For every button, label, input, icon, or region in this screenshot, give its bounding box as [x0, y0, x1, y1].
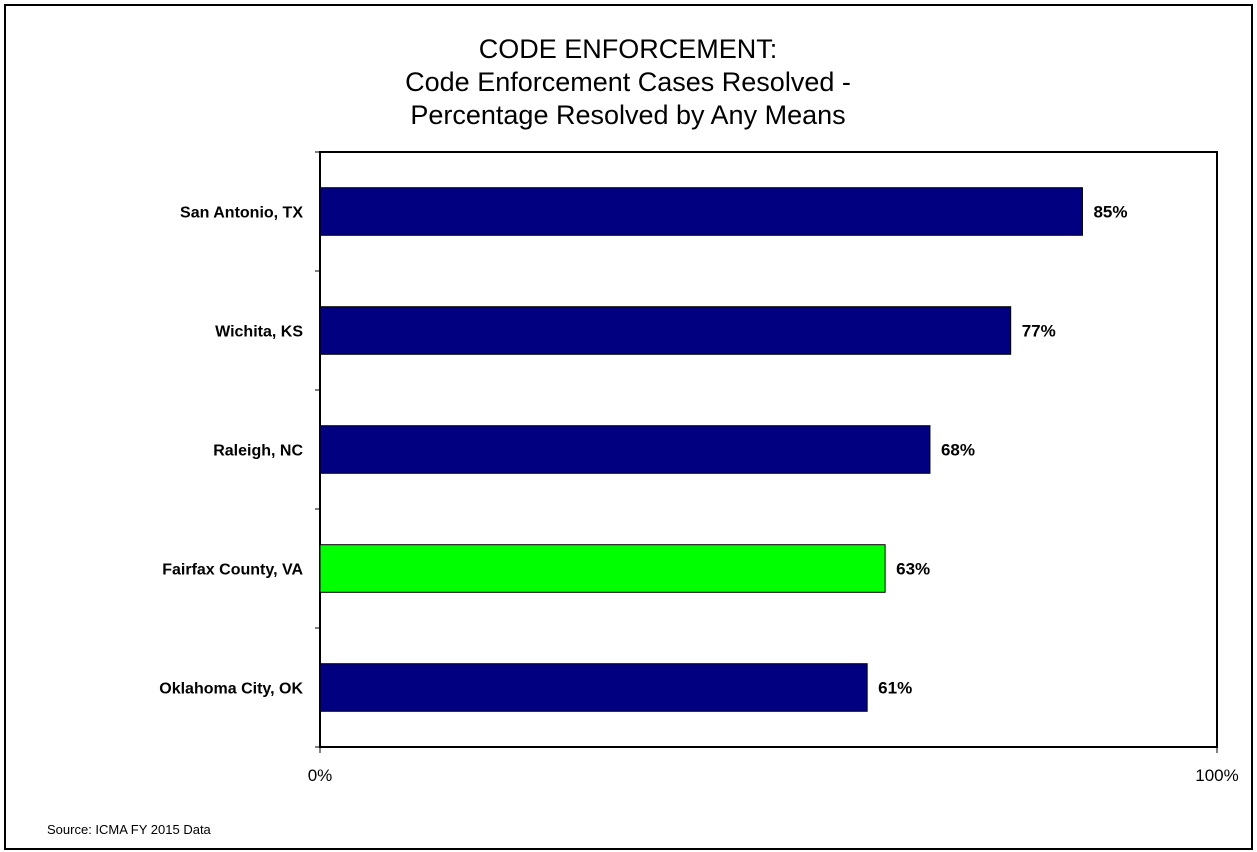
chart-title-line-2: Code Enforcement Cases Resolved - — [405, 67, 851, 97]
x-axis-ticks: 0% 100% — [308, 747, 1239, 785]
category-label: Oklahoma City, OK — [159, 681, 303, 698]
data-label: 85% — [1093, 203, 1127, 222]
category-label: Fairfax County, VA — [162, 562, 303, 579]
source-note: Source: ICMA FY 2015 Data — [47, 822, 212, 837]
x-tick-label: 100% — [1195, 766, 1238, 785]
category-labels: San Antonio, TX Wichita, KS Raleigh, NC Fai… — [159, 205, 303, 698]
x-tick-label: 0% — [308, 766, 333, 785]
chart-title-line-3: Percentage Resolved by Any Means — [410, 100, 845, 130]
value-labels: 85% 77% 68% 63% 61% — [878, 203, 1127, 698]
data-label: 77% — [1022, 322, 1056, 341]
data-label: 63% — [896, 560, 930, 579]
category-label: Wichita, KS — [215, 324, 303, 341]
category-label: Raleigh, NC — [213, 443, 303, 460]
bar-fairfax-county-va — [319, 544, 886, 593]
bar-wichita-ks — [319, 306, 1012, 355]
data-label: 68% — [941, 441, 975, 460]
bar-san-antonio-tx — [319, 187, 1083, 236]
bar-oklahoma-city-ok — [319, 663, 868, 712]
data-label: 61% — [878, 679, 912, 698]
bar-raleigh-nc — [319, 425, 931, 474]
bars — [319, 187, 1083, 712]
y-axis-ticks — [315, 151, 320, 748]
chart-title: CODE ENFORCEMENT:Code Enforcement Cases … — [405, 34, 851, 130]
category-label: San Antonio, TX — [180, 205, 303, 222]
chart-title-line-1: CODE ENFORCEMENT: — [479, 34, 778, 64]
